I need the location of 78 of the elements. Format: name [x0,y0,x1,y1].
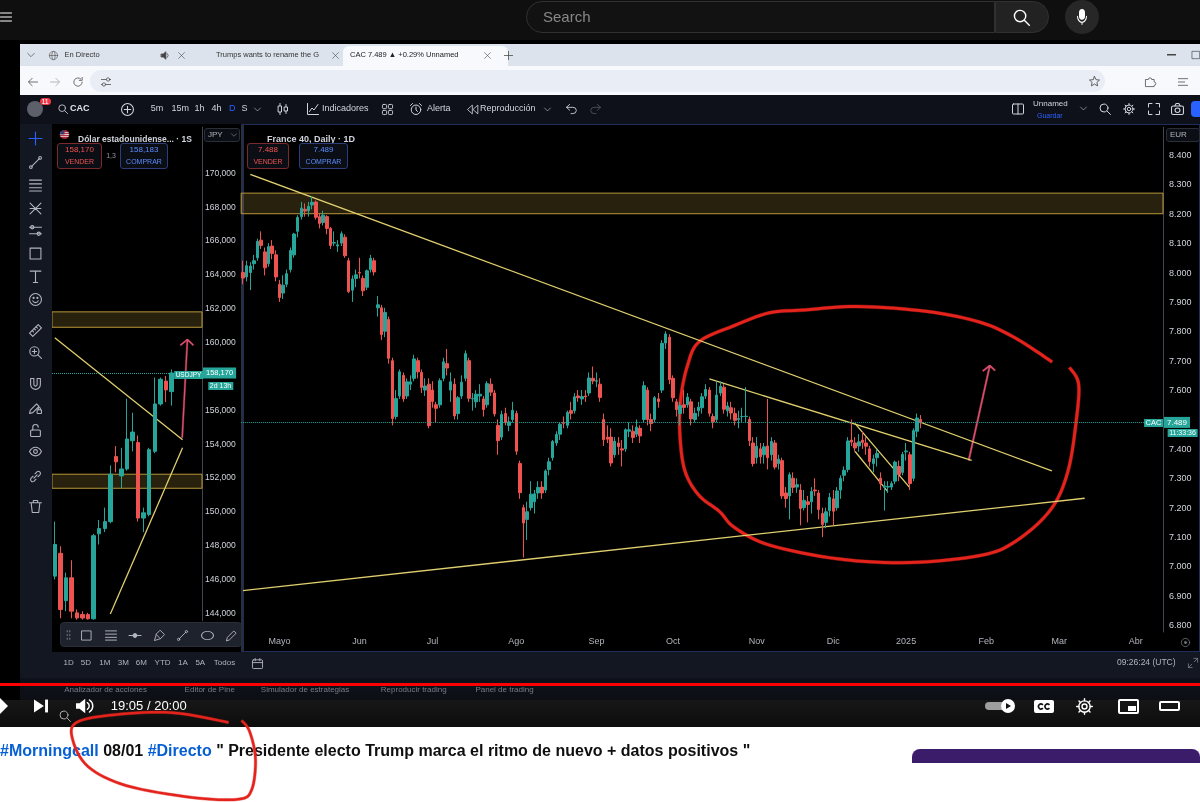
text: D [229,103,236,114]
text: France 40, Daily · 1D [267,133,356,144]
text: CAC [70,103,90,114]
text: 1h [194,103,205,114]
text: 19:05 / 20:00 [110,698,187,714]
text: EUR [1170,129,1187,140]
y-tick-label: 146,000 [205,574,236,585]
y-tick-label: 6.800 [1169,620,1192,631]
text: Simulador de estrategias [260,684,350,695]
x-tick-label: Sep [588,635,605,646]
text: Editor de Pine [184,684,235,695]
y-tick-label: 7.100 [1169,532,1192,543]
text: Todos [213,657,236,668]
text: 3M [117,657,129,668]
y-tick-label: 148,000 [205,540,236,551]
y-tick-label: 7.000 [1169,561,1192,572]
text: 5D [80,657,92,668]
annotation: 7.489 [313,144,334,155]
text: Reproducir trading [380,684,447,695]
y-tick-label: 7.200 [1169,502,1192,513]
y-tick-label: 7.800 [1169,326,1192,337]
text: Search [543,7,591,26]
ref-line-label: 7.489 [1167,417,1188,427]
x-tick-label: Oct [665,635,681,646]
x-tick-label: 2025 [896,635,917,646]
x-tick-label: Jul [426,635,439,646]
text: Dólar estadounidense... · 1S [78,133,193,144]
y-tick-label: 156,000 [205,404,236,415]
y-tick-label: 8.400 [1169,149,1192,160]
text: 5m [150,103,164,114]
y-tick-label: 7.900 [1169,296,1192,307]
text: YTD [154,657,171,668]
text: JPY [208,129,223,140]
text: Reproducción [480,103,536,114]
x-tick-label: Dic [826,635,841,646]
annotation: 7.488 [257,144,279,155]
x-tick-label: Mar [1051,635,1067,646]
y-tick-label: 162,000 [205,303,236,314]
text: 1M [99,657,111,668]
y-tick-label: 160,000 [205,337,236,347]
x-tick-label: Ago [508,635,525,646]
text: 6M [135,657,147,668]
x-tick-label: Jun [352,635,367,646]
y-tick-label: 166,000 [205,235,236,246]
text: Analizador de acciones [64,684,147,695]
text: 15m [171,103,190,114]
text: 09:26:24 (UTC) [1117,657,1176,668]
y-tick-label: 144,000 [205,607,236,618]
y-tick-label: 164,000 [205,269,236,280]
text: 1A [178,657,188,668]
y-tick-label: 152,000 [205,472,236,483]
x-tick-label: Nov [748,635,766,646]
text: 1D [63,657,74,668]
text: Unnamed [1033,99,1068,109]
y-tick-label: 7.700 [1169,355,1192,366]
y-tick-label: 170,000 [205,167,236,178]
text: Panel de trading [475,684,534,695]
y-tick-label: 154,000 [205,438,236,449]
x-tick-label: Abr [1128,635,1143,646]
y-tick-label: 8.300 [1169,179,1192,190]
y-tick-label: 8.200 [1169,208,1192,219]
text: S [241,103,248,114]
annotation: 158,170 [65,144,94,155]
x-tick-label: Feb [978,635,995,646]
text: 5A [195,657,206,668]
y-tick-label: 8.100 [1169,238,1192,249]
x-tick-label: Mayo [268,635,291,646]
text: 4h [211,103,222,114]
y-tick-label: 150,000 [205,506,236,517]
y-tick-label: 8.000 [1169,267,1192,278]
text: Indicadores [322,103,369,114]
text: Alerta [427,103,451,114]
annotation: 158,183 [129,144,159,155]
y-tick-label: 7.400 [1169,443,1192,454]
y-tick-label: 6.900 [1169,590,1192,601]
y-tick-label: 168,000 [205,201,236,212]
y-tick-label: 7.600 [1169,385,1192,396]
y-tick-label: 7.300 [1169,473,1192,484]
